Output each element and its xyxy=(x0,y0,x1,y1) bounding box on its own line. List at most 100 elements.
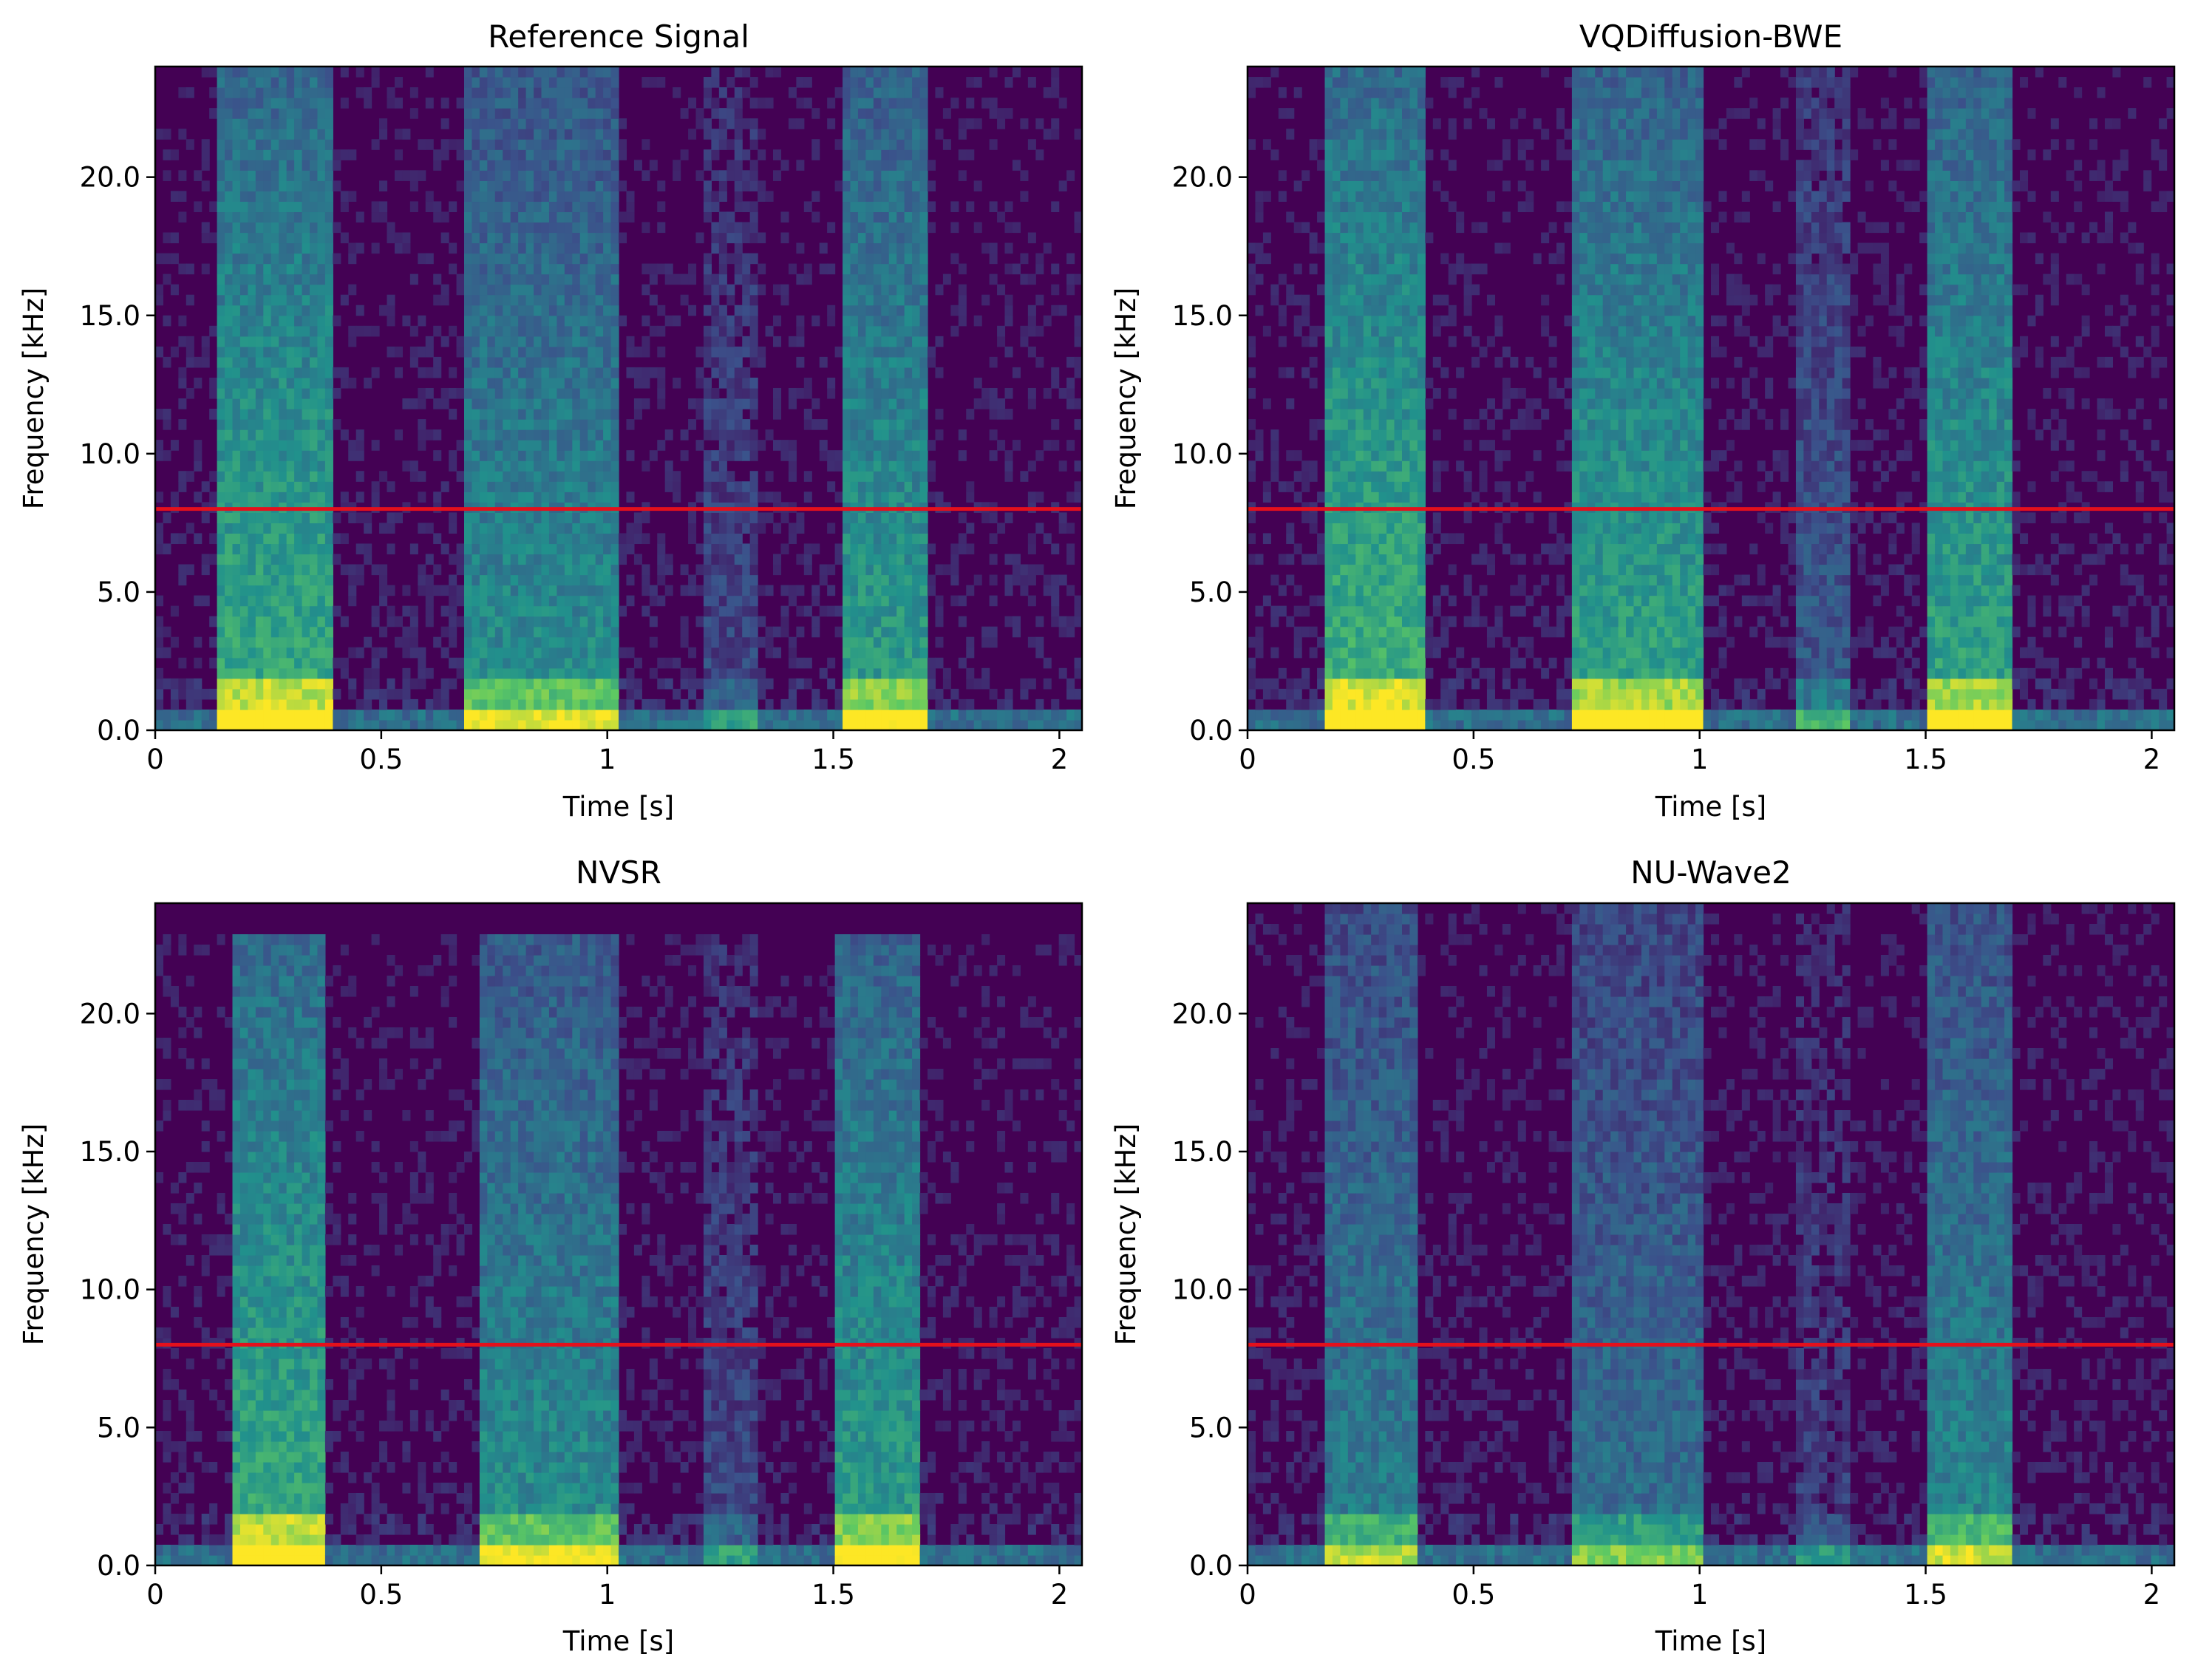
spectrogram-cell xyxy=(317,274,325,285)
spectrogram-cell xyxy=(287,305,295,316)
spectrogram-cell xyxy=(557,409,565,420)
spectrogram-cell xyxy=(518,243,526,254)
spectrogram-cell xyxy=(233,419,241,430)
spectrogram-cell xyxy=(449,627,457,638)
spectrogram-cell xyxy=(356,440,364,451)
spectrogram-cell xyxy=(665,274,673,285)
spectrogram-cell xyxy=(619,647,627,659)
spectrogram-cell xyxy=(372,492,380,503)
spectrogram-cell xyxy=(603,243,611,254)
spectrogram-cell xyxy=(333,316,341,327)
spectrogram-cell xyxy=(325,347,333,358)
spectrogram-cell xyxy=(534,596,542,607)
spectrogram-cell xyxy=(302,419,310,430)
spectrogram-cell xyxy=(526,606,534,617)
spectrogram-cell xyxy=(263,87,271,98)
spectrogram-cell xyxy=(217,87,225,98)
spectrogram-cell xyxy=(155,295,163,306)
spectrogram-cell xyxy=(518,326,526,337)
spectrogram-cell xyxy=(256,492,264,503)
panel-title: Reference Signal xyxy=(488,18,749,55)
spectrogram-cell xyxy=(263,565,271,576)
spectrogram-cell xyxy=(495,512,503,523)
spectrogram-cell xyxy=(495,67,503,78)
spectrogram-cell xyxy=(418,720,426,731)
spectrogram-cell xyxy=(588,357,596,368)
spectrogram-cell xyxy=(495,201,503,212)
spectrogram-cell xyxy=(503,274,511,285)
spectrogram-cell xyxy=(155,409,163,420)
spectrogram-cell xyxy=(248,419,256,430)
spectrogram-cell xyxy=(503,336,511,347)
spectrogram-cell xyxy=(472,585,480,596)
spectrogram-cell xyxy=(565,523,573,534)
spectrogram-cell xyxy=(526,388,534,399)
spectrogram-cell xyxy=(294,326,302,337)
spectrogram-cell xyxy=(650,585,658,596)
spectrogram-cell xyxy=(580,98,588,109)
spectrogram-cell xyxy=(248,160,256,171)
spectrogram-cell xyxy=(495,668,503,679)
spectrogram-cell xyxy=(279,481,287,492)
spectrogram-cell xyxy=(294,222,302,233)
spectrogram-cell xyxy=(155,440,163,451)
spectrogram-cell xyxy=(588,285,596,296)
spectrogram-cell xyxy=(240,409,248,420)
spectrogram-cell xyxy=(263,512,271,523)
spectrogram-cell xyxy=(696,440,704,451)
spectrogram-cell xyxy=(565,201,573,212)
spectrogram-cell xyxy=(503,647,511,659)
spectrogram-cell xyxy=(565,429,573,441)
spectrogram-cell xyxy=(256,316,264,327)
spectrogram-cell xyxy=(472,668,480,679)
spectrogram-cell xyxy=(302,336,310,347)
spectrogram-cell xyxy=(511,285,519,296)
spectrogram-cell xyxy=(611,139,619,150)
spectrogram-cell xyxy=(495,543,503,554)
spectrogram-cell xyxy=(549,336,557,347)
spectrogram-cell xyxy=(487,316,495,327)
spectrogram-cell xyxy=(526,201,534,212)
spectrogram-cell xyxy=(464,357,472,368)
spectrogram-cell xyxy=(464,512,472,523)
spectrogram-cell xyxy=(611,316,619,327)
spectrogram-cell xyxy=(279,77,287,88)
spectrogram-cell xyxy=(279,679,287,690)
spectrogram-cell xyxy=(217,264,225,275)
spectrogram-cell xyxy=(557,77,565,88)
spectrogram-cell xyxy=(665,460,673,472)
spectrogram-cell xyxy=(503,471,511,482)
spectrogram-cell xyxy=(372,77,380,88)
spectrogram-cell xyxy=(279,440,287,451)
spectrogram-cell xyxy=(480,98,488,109)
spectrogram-cell xyxy=(487,647,495,659)
spectrogram-cell xyxy=(526,679,534,690)
spectrogram-cell xyxy=(472,471,480,482)
spectrogram-cell xyxy=(487,305,495,316)
spectrogram-cell xyxy=(317,679,325,690)
spectrogram-cell xyxy=(225,118,233,129)
spectrogram-cell xyxy=(534,191,542,202)
spectrogram-cell xyxy=(372,668,380,679)
spectrogram-cell xyxy=(240,326,248,337)
spectrogram-cell xyxy=(580,326,588,337)
spectrogram-cell xyxy=(557,108,565,119)
spectrogram-cell xyxy=(596,481,604,492)
spectrogram-cell xyxy=(634,720,642,731)
spectrogram-cell xyxy=(178,720,186,731)
spectrogram-cell xyxy=(534,264,542,275)
spectrogram-cell xyxy=(248,647,256,659)
spectrogram-cell xyxy=(271,409,279,420)
spectrogram-cell xyxy=(534,160,542,171)
spectrogram-cell xyxy=(495,243,503,254)
spectrogram-cell xyxy=(240,233,248,244)
spectrogram-cell xyxy=(426,191,434,202)
spectrogram-cell xyxy=(603,450,611,461)
spectrogram-cell xyxy=(233,616,241,628)
spectrogram-cell xyxy=(588,191,596,202)
spectrogram-cell xyxy=(503,357,511,368)
spectrogram-cell xyxy=(487,378,495,389)
spectrogram-cell xyxy=(603,481,611,492)
spectrogram-cell xyxy=(603,139,611,150)
spectrogram-cell xyxy=(611,129,619,140)
